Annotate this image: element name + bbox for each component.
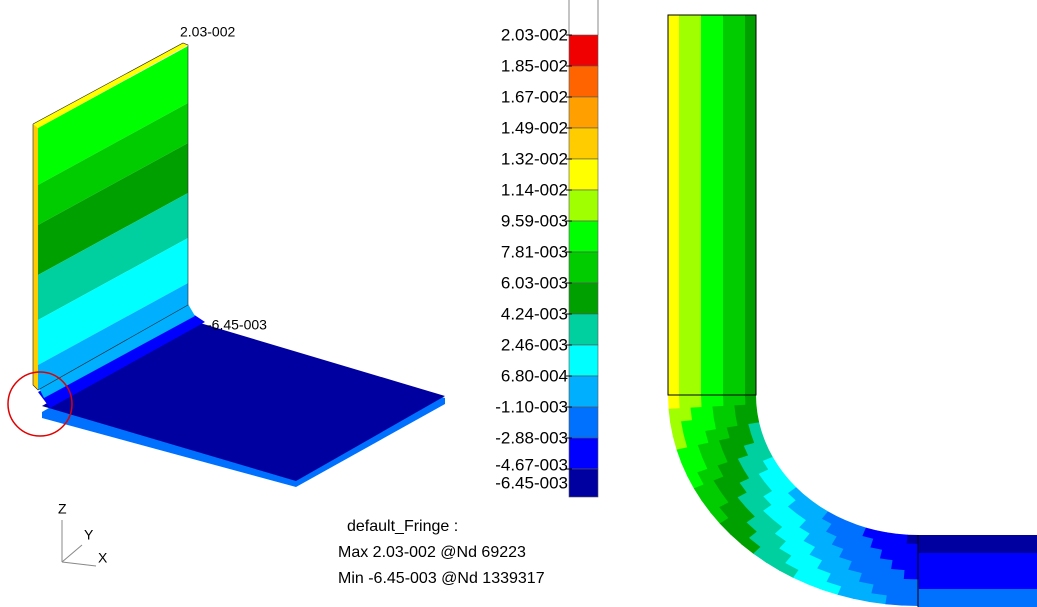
bend-cell xyxy=(893,551,907,561)
bend-cell xyxy=(895,534,908,544)
fringe-max: Max 2.03-002 @Nd 69223 xyxy=(338,544,526,561)
legend-band xyxy=(569,438,598,469)
legend-band xyxy=(569,376,598,407)
legend-band xyxy=(569,252,598,283)
legend-label: 1.49-002 xyxy=(501,118,568,137)
bend-cell xyxy=(734,405,747,416)
bend-cell xyxy=(701,395,713,408)
horizontal-band xyxy=(918,571,1037,581)
legend-label: 7.81-003 xyxy=(501,242,568,261)
bend-cell xyxy=(723,395,735,406)
fringe-title: default_Fringe : xyxy=(347,518,458,535)
legend-label: 1.85-002 xyxy=(501,56,568,75)
horizontal-band xyxy=(918,562,1037,572)
bend-cell xyxy=(690,395,702,408)
axis-triad: Z Y X xyxy=(58,501,108,566)
legend-band xyxy=(569,35,598,66)
horizontal-band xyxy=(918,553,1037,563)
legend-label: 9.59-003 xyxy=(501,211,568,230)
bend-cell xyxy=(904,570,919,580)
legend-band xyxy=(569,283,598,314)
legend-label: 6.03-003 xyxy=(501,273,568,292)
bend-cell xyxy=(690,407,703,421)
legend-band xyxy=(569,190,598,221)
bend-cell xyxy=(902,596,919,606)
bend-cell xyxy=(712,406,725,419)
fringe-legend: 2.03-002 1.85-002 1.67-002 1.49-002 1.32-002… xyxy=(495,0,598,497)
bend-cell xyxy=(905,561,919,571)
bend-cell xyxy=(712,395,724,407)
bend-cell xyxy=(890,569,906,579)
legend-label: 1.32-002 xyxy=(501,149,568,168)
legend-label: -1.10-003 xyxy=(495,397,568,416)
legend-label: 2.46-003 xyxy=(501,335,568,354)
bend-cell xyxy=(903,579,919,589)
max-annotation: 2.03-002 xyxy=(180,24,235,40)
legend-band xyxy=(569,97,598,128)
legend-band xyxy=(569,345,598,376)
horizontal-band xyxy=(918,544,1037,554)
bend-cell xyxy=(894,542,907,552)
vertical-band xyxy=(668,15,680,395)
legend-label: -4.67-003 xyxy=(495,455,568,474)
vertical-band xyxy=(701,15,713,395)
legend-label: 4.24-003 xyxy=(501,304,568,323)
wall-edge xyxy=(33,124,38,390)
horizontal-band xyxy=(918,580,1037,590)
legend-band xyxy=(569,128,598,159)
vertical-band xyxy=(690,15,702,395)
zoom-view xyxy=(668,15,1037,607)
bend-cell xyxy=(885,595,903,606)
vertical-band xyxy=(745,15,757,395)
model-3d xyxy=(33,43,445,487)
bend-cell xyxy=(701,406,714,419)
legend-band xyxy=(569,407,598,438)
bend-cell xyxy=(902,587,918,597)
bend-cell xyxy=(734,395,746,406)
min-annotation: -6.45-003 xyxy=(207,317,267,333)
bend-cell xyxy=(679,395,691,409)
legend-label: 2.03-002 xyxy=(501,25,568,44)
post-processor-view: 2.03-002 1.85-002 1.67-002 1.49-002 1.32-002… xyxy=(0,0,1037,607)
vertical-band xyxy=(712,15,724,395)
bend-cell xyxy=(891,560,906,570)
triad-label: X xyxy=(98,550,108,566)
bend-cell xyxy=(745,395,756,405)
bend-cell xyxy=(680,408,693,422)
bend-cell xyxy=(669,408,682,423)
vertical-band xyxy=(723,15,735,395)
bend-cell xyxy=(884,532,897,542)
bend-cell xyxy=(888,577,904,588)
legend-label: -2.88-003 xyxy=(495,428,568,447)
bend-cell xyxy=(907,535,919,544)
legend-label: 6.80-004 xyxy=(501,366,568,385)
horizontal-band xyxy=(918,598,1037,607)
legend-label: 1.14-002 xyxy=(501,180,568,199)
legend-label: 1.67-002 xyxy=(501,87,568,106)
vertical-band xyxy=(679,15,691,395)
triad-y xyxy=(62,545,82,562)
bend-cell xyxy=(905,552,918,562)
legend-band xyxy=(569,159,598,190)
legend-band xyxy=(569,221,598,252)
bend-cell xyxy=(723,405,736,417)
fringe-min: Min -6.45-003 @Nd 1339317 xyxy=(338,570,545,587)
bend-cell xyxy=(668,395,680,409)
bend-cell xyxy=(745,404,757,415)
legend-label: -6.45-003 xyxy=(495,473,568,492)
triad-x xyxy=(62,562,96,566)
legend-band xyxy=(569,469,598,497)
bend-cell xyxy=(906,543,919,553)
horizontal-band xyxy=(918,535,1037,545)
triad-label: Y xyxy=(84,527,94,543)
legend-band xyxy=(569,314,598,345)
legend-band xyxy=(569,66,598,97)
bend-cell xyxy=(887,586,904,597)
triad-label: Z xyxy=(58,501,67,517)
vertical-band xyxy=(734,15,746,395)
horizontal-band xyxy=(918,589,1037,599)
